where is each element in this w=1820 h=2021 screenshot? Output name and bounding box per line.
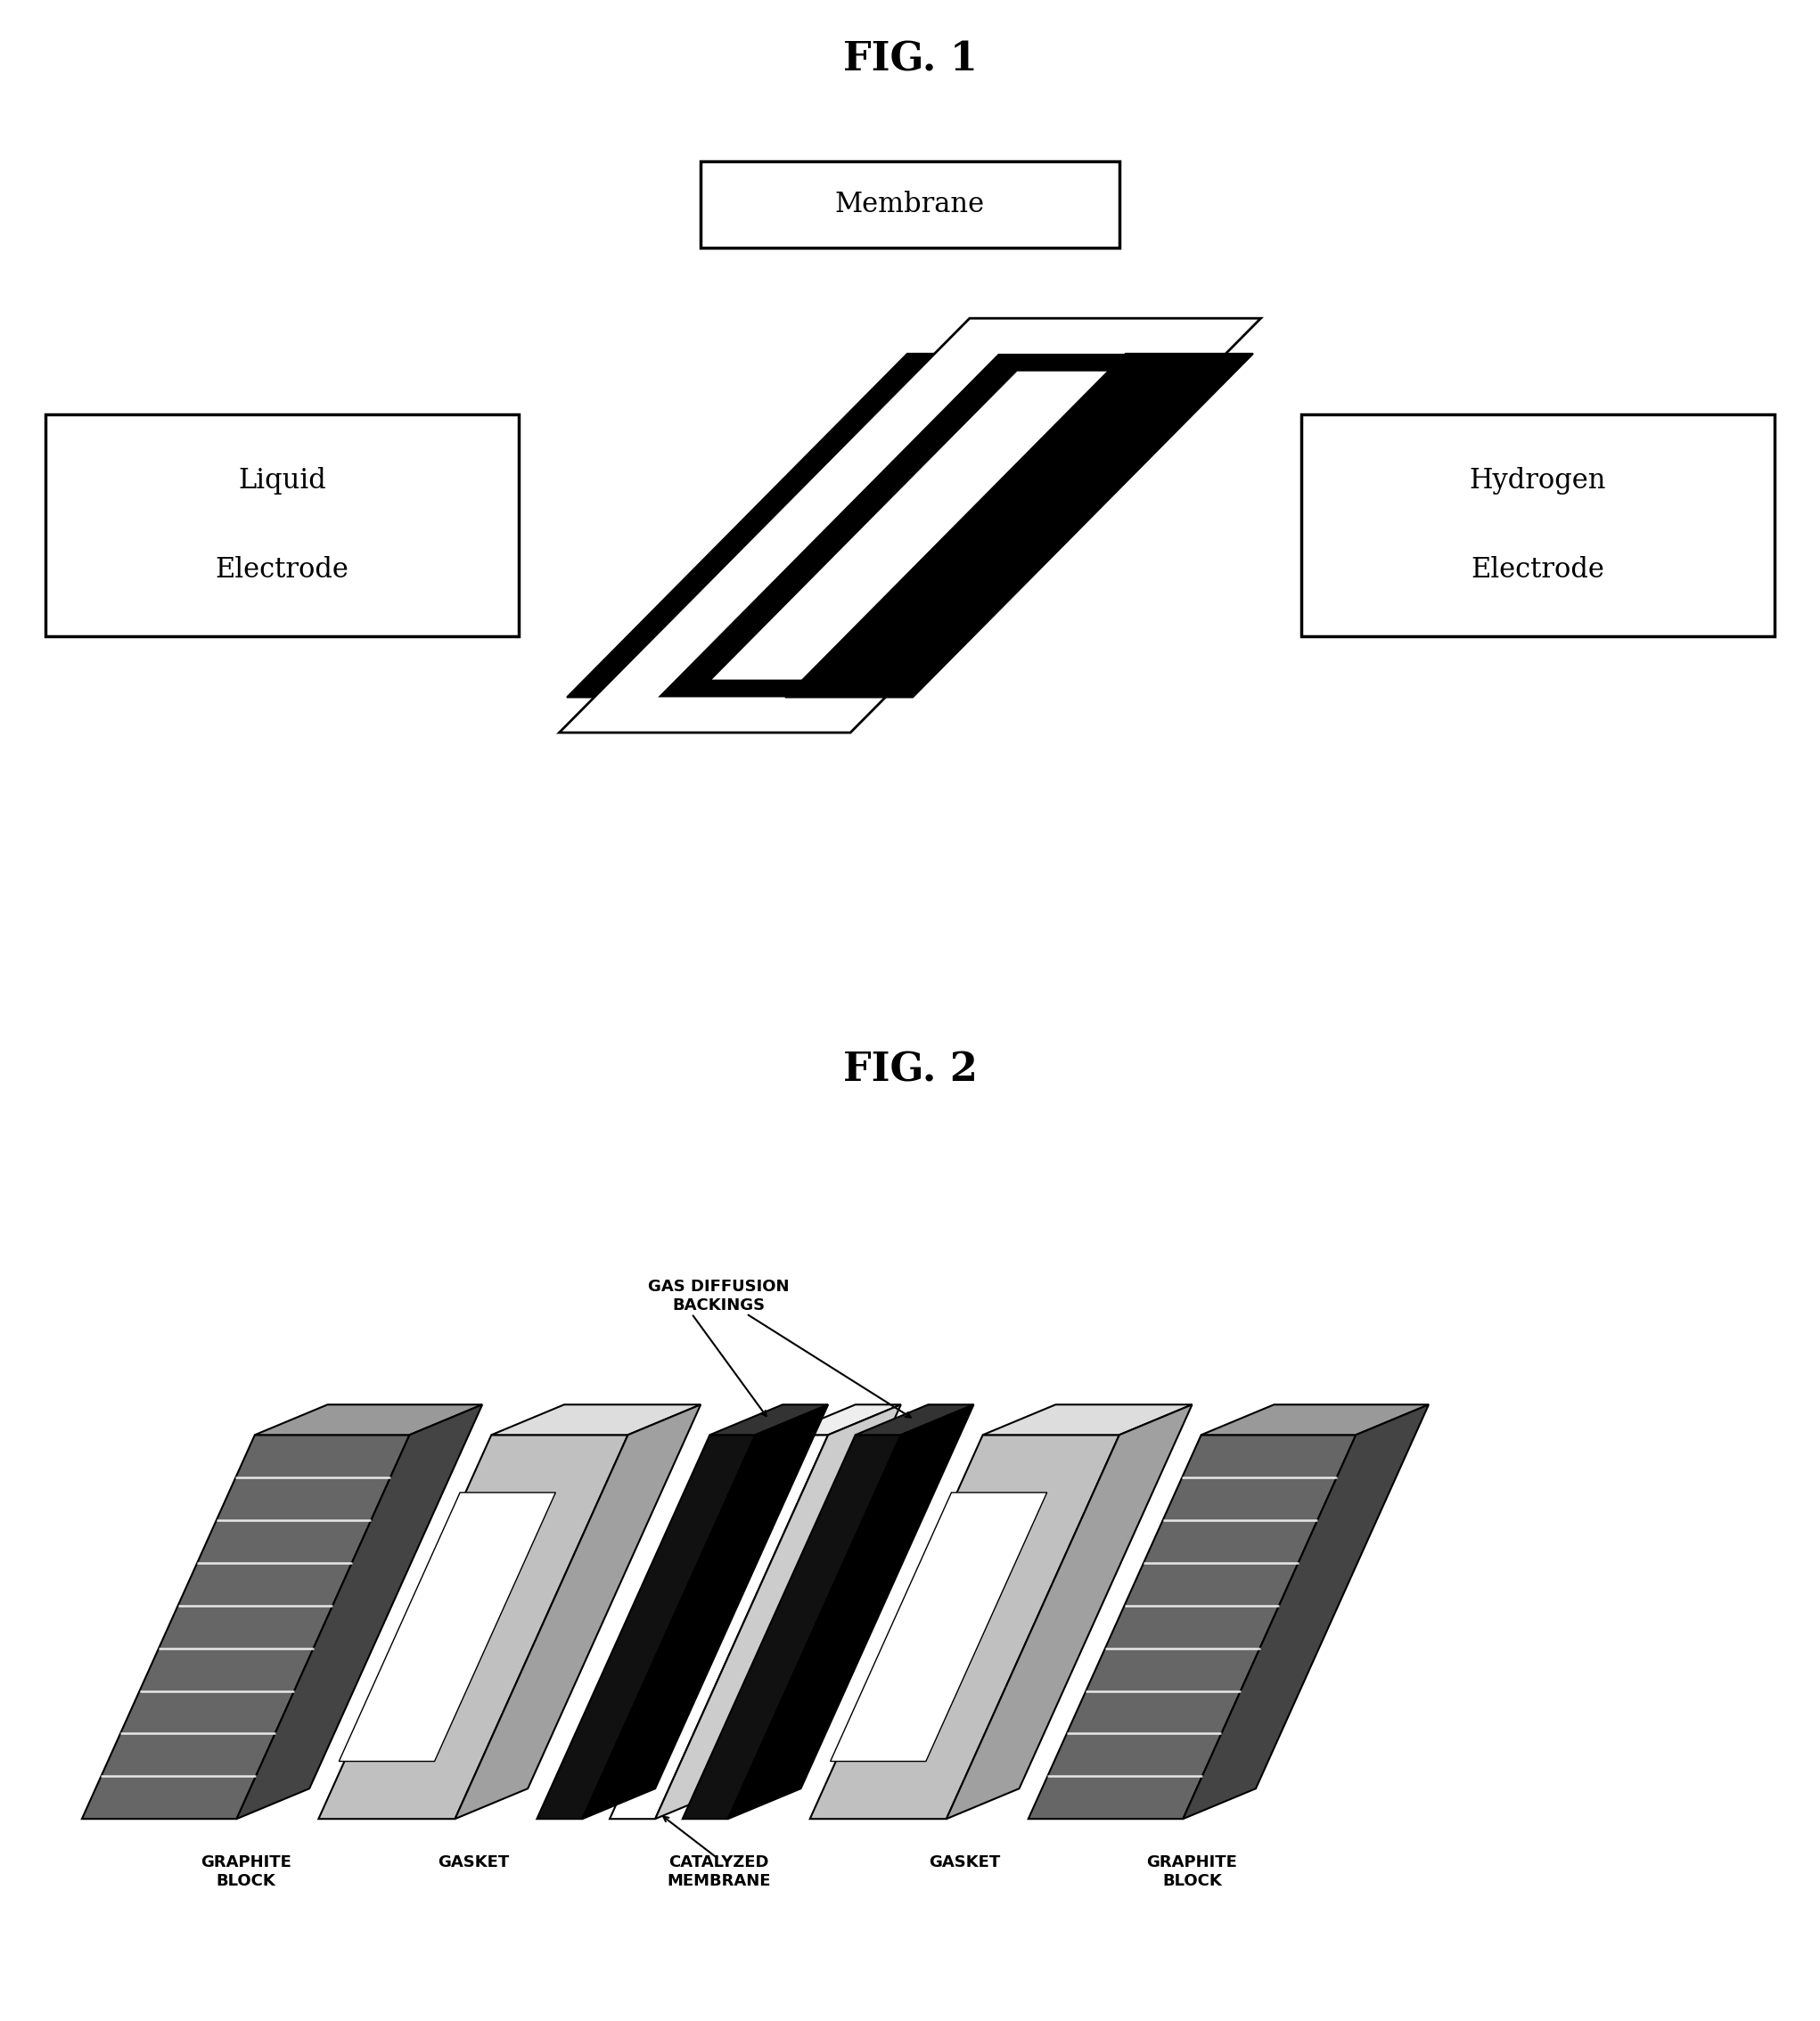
Polygon shape <box>1201 1405 1429 1435</box>
Polygon shape <box>1183 1405 1429 1819</box>
Text: GASKET: GASKET <box>928 1855 1001 1869</box>
Text: FIG. 2: FIG. 2 <box>843 1051 977 1089</box>
Polygon shape <box>728 1405 974 1819</box>
Text: GRAPHITE
BLOCK: GRAPHITE BLOCK <box>200 1855 291 1890</box>
Polygon shape <box>455 1405 701 1819</box>
Text: Hydrogen

Electrode: Hydrogen Electrode <box>1469 467 1607 584</box>
Polygon shape <box>617 1504 759 1750</box>
Text: GAS DIFFUSION
BACKINGS: GAS DIFFUSION BACKINGS <box>648 1279 790 1314</box>
Polygon shape <box>946 1405 1192 1819</box>
Polygon shape <box>659 354 1179 697</box>
Polygon shape <box>610 1435 828 1819</box>
Bar <box>46 414 519 637</box>
Polygon shape <box>830 1491 1046 1762</box>
Bar <box>1301 414 1775 637</box>
Polygon shape <box>983 1405 1192 1435</box>
Text: FIG. 1: FIG. 1 <box>843 40 977 79</box>
Bar <box>701 162 1119 249</box>
Polygon shape <box>339 1491 555 1762</box>
Polygon shape <box>855 1405 974 1435</box>
Polygon shape <box>82 1435 410 1819</box>
Polygon shape <box>582 1405 828 1819</box>
Polygon shape <box>559 319 1261 734</box>
Polygon shape <box>810 1435 1119 1819</box>
Polygon shape <box>655 1405 901 1819</box>
Polygon shape <box>710 1405 828 1435</box>
Polygon shape <box>568 354 1036 697</box>
Polygon shape <box>237 1405 482 1819</box>
Polygon shape <box>537 1435 755 1819</box>
Text: GASKET: GASKET <box>437 1855 510 1869</box>
Polygon shape <box>682 1435 901 1819</box>
Polygon shape <box>491 1405 701 1435</box>
Text: Liquid

Electrode: Liquid Electrode <box>215 467 349 584</box>
Text: Membrane: Membrane <box>835 190 985 218</box>
Polygon shape <box>784 354 1252 697</box>
Polygon shape <box>255 1405 482 1435</box>
Polygon shape <box>712 372 1127 679</box>
Text: GRAPHITE
BLOCK: GRAPHITE BLOCK <box>1147 1855 1238 1890</box>
Polygon shape <box>1028 1435 1356 1819</box>
Polygon shape <box>318 1435 628 1819</box>
Polygon shape <box>783 1405 901 1435</box>
Text: CATALYZED
MEMBRANE: CATALYZED MEMBRANE <box>666 1855 772 1890</box>
